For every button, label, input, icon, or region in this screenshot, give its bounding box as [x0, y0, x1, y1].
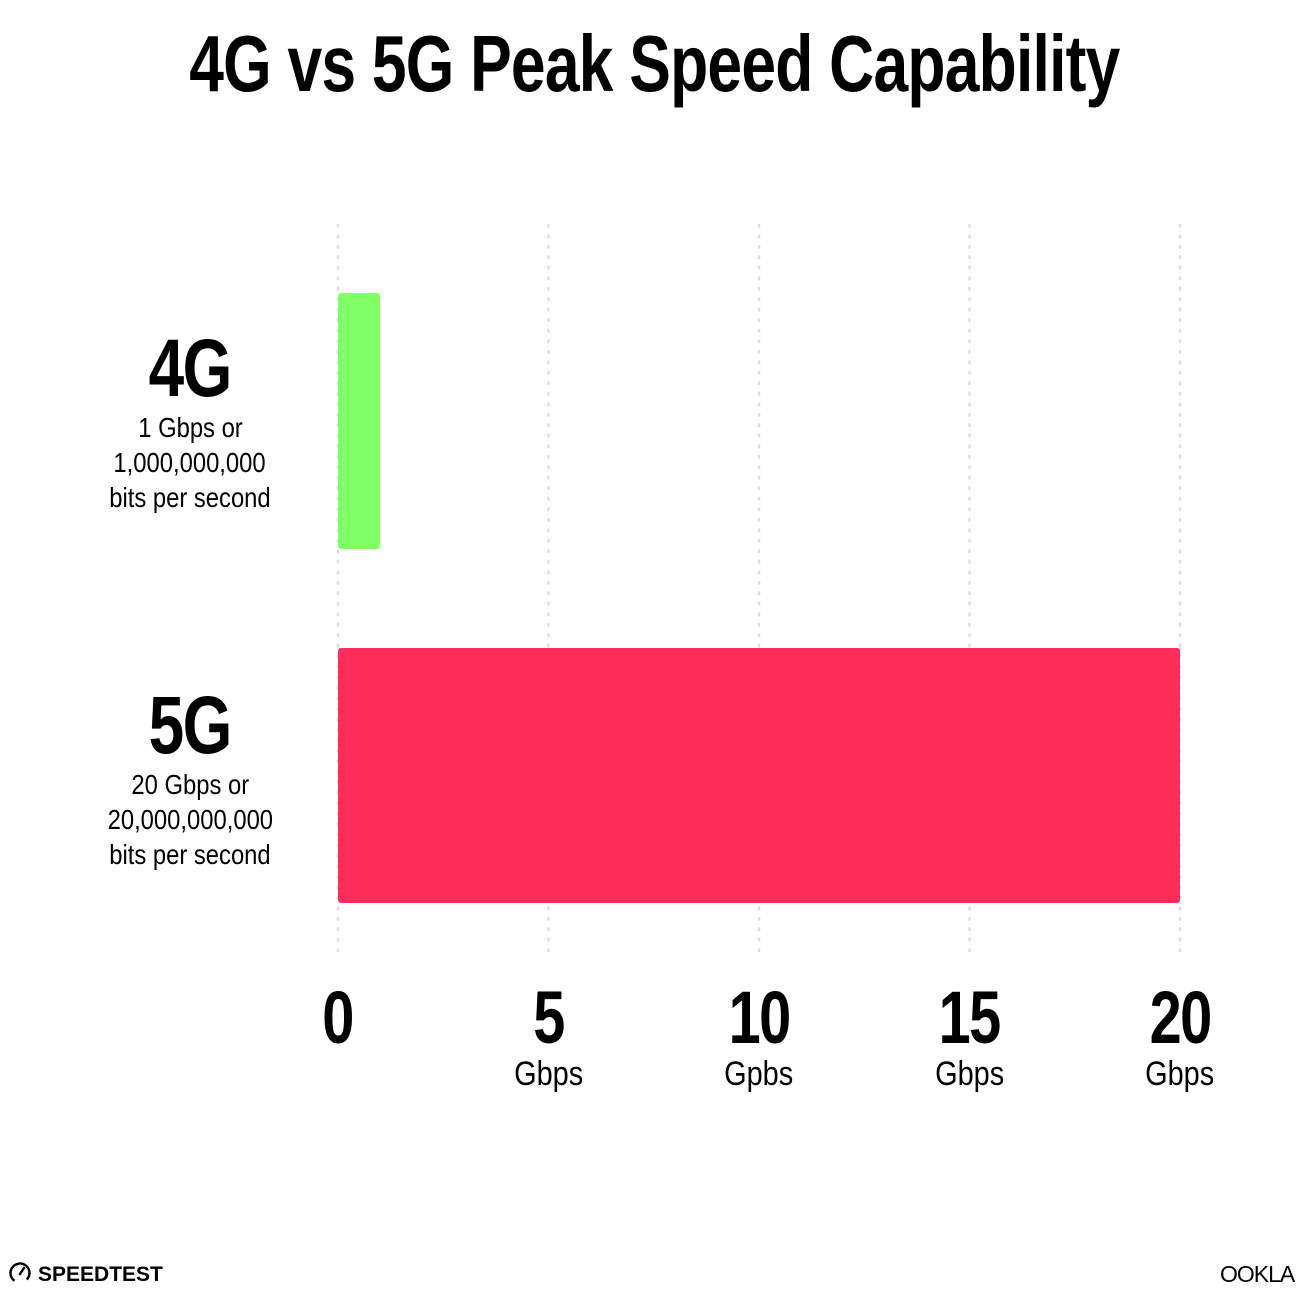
bar-5g	[338, 648, 1180, 903]
category-detail: bits per second	[109, 482, 271, 513]
svg-text:OOKLA: OOKLA	[1220, 1261, 1296, 1286]
tick-unit: Gpbs	[724, 1055, 794, 1093]
category-detail: 20,000,000,000	[107, 804, 273, 835]
tick-label: 10 Gpbs	[659, 976, 859, 1093]
category-label-4g: 4G 1 Gbps or 1,000,000,000 bits per seco…	[40, 328, 340, 515]
category-name: 5G	[148, 680, 233, 771]
bar-4g	[338, 293, 381, 549]
speedtest-logo: SPEEDTEST	[8, 1260, 188, 1291]
tick-unit: Gbps	[513, 1055, 584, 1093]
tick-value: 0	[322, 976, 355, 1059]
category-detail: bits per second	[109, 839, 271, 870]
chart-title: 4G vs 5G Peak Speed Capability	[188, 19, 1120, 108]
tick-label: 20 Gbps	[1080, 976, 1280, 1093]
tick-value: 10	[728, 976, 791, 1059]
category-name: 4G	[148, 323, 233, 414]
tick-unit: Gbps	[934, 1055, 1005, 1093]
tick-value: 15	[938, 976, 1002, 1059]
category-label-5g: 5G 20 Gbps or 20,000,000,000 bits per se…	[40, 685, 340, 872]
tick-value: 20	[1149, 976, 1212, 1059]
category-detail: 1,000,000,000	[113, 447, 267, 478]
tick-unit: Gbps	[1145, 1055, 1215, 1093]
category-detail: 20 Gbps or	[131, 769, 249, 800]
category-detail: 1 Gbps or	[137, 412, 243, 443]
tick-label: 0	[238, 980, 438, 1092]
tick-label: 5 Gbps	[449, 976, 649, 1093]
tick-value: 5	[533, 976, 565, 1059]
ookla-logo: OOKLA	[1220, 1260, 1305, 1291]
svg-text:SPEEDTEST: SPEEDTEST	[38, 1263, 163, 1286]
tick-label: 15 Gbps	[870, 976, 1070, 1093]
